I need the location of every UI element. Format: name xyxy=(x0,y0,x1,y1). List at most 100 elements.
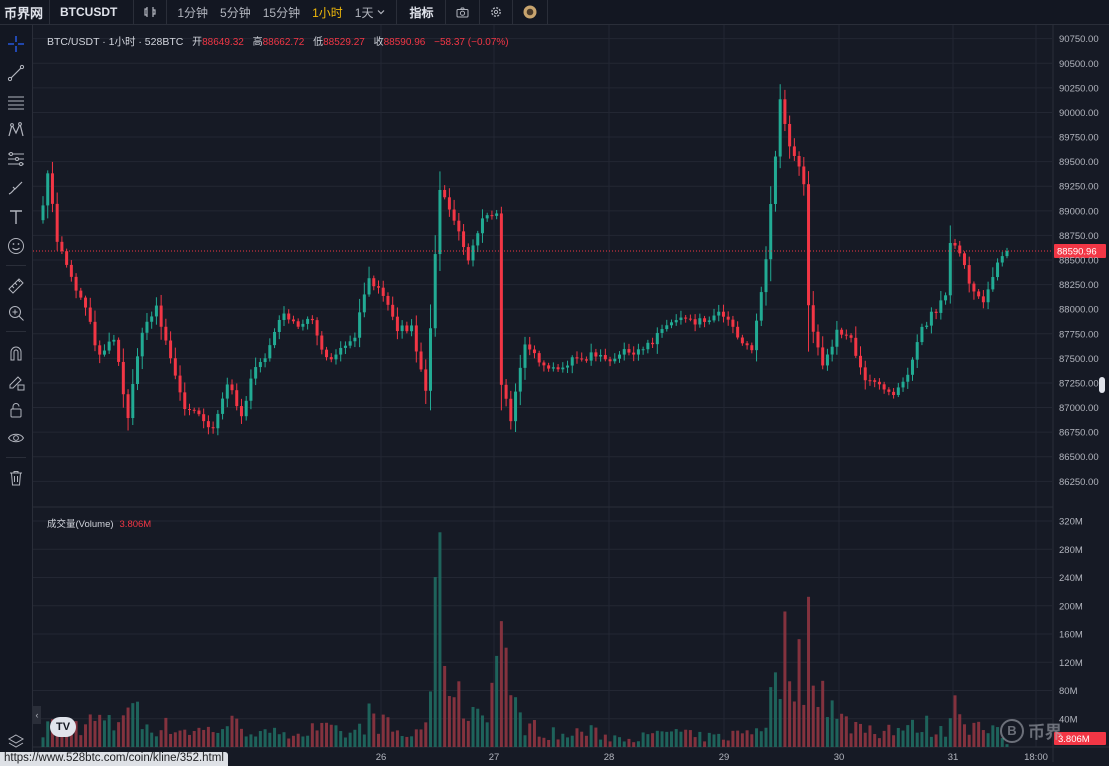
candle-body xyxy=(447,197,451,210)
volume-bar xyxy=(225,726,229,747)
tradingview-logo[interactable]: TV xyxy=(50,717,76,737)
ruler-icon[interactable] xyxy=(4,274,28,298)
candle-body xyxy=(504,384,508,399)
volume-bar xyxy=(79,735,83,747)
interval-1m[interactable]: 1分钟 xyxy=(177,5,209,20)
volume-bar xyxy=(580,731,584,747)
candle-body xyxy=(769,204,773,260)
lock-pencil-icon[interactable] xyxy=(4,370,28,394)
volume-bar xyxy=(962,724,966,747)
candle-body xyxy=(920,326,924,343)
status-url-tooltip: https://www.528btc.com/coin/kline/352.ht… xyxy=(0,752,228,766)
candle-body xyxy=(154,305,158,317)
volume-bar xyxy=(844,716,848,747)
zoom-in-icon[interactable] xyxy=(4,301,28,325)
volume-bar xyxy=(655,730,659,747)
volume-bar xyxy=(726,740,730,747)
candle-body xyxy=(244,400,248,417)
volume-bar xyxy=(164,717,168,747)
candle-body xyxy=(277,319,281,333)
price-axis-label: 88000.00 xyxy=(1059,305,1099,316)
candle-body xyxy=(707,320,711,322)
settings-gear-icon[interactable] xyxy=(480,0,512,24)
price-axis-label: 90250.00 xyxy=(1059,83,1099,94)
interval-15m[interactable]: 15分钟 xyxy=(262,5,301,20)
candle-body xyxy=(570,357,574,366)
volume-bar xyxy=(74,721,78,747)
interval-5m[interactable]: 5分钟 xyxy=(220,5,251,20)
candle-body xyxy=(353,337,357,342)
candle-body xyxy=(296,321,300,327)
candle-body xyxy=(55,203,59,242)
candle-body xyxy=(178,375,182,393)
horizontal-lines-icon[interactable] xyxy=(4,90,28,114)
candle-body xyxy=(254,367,258,379)
emoji-icon[interactable] xyxy=(4,234,28,258)
time-axis-label: 28 xyxy=(604,752,615,762)
time-axis-label: 26 xyxy=(376,752,387,762)
interval-1h[interactable]: 1小时 xyxy=(312,5,343,20)
price-axis-label: 88250.00 xyxy=(1059,280,1099,291)
collapse-toolbar-button[interactable]: ‹ xyxy=(33,706,41,724)
candle-body xyxy=(759,292,763,321)
volume-bar xyxy=(925,715,929,747)
candle-body xyxy=(60,241,64,252)
price-axis-label: 89250.00 xyxy=(1059,182,1099,193)
volume-bar xyxy=(528,723,532,747)
compare-icon[interactable] xyxy=(134,0,166,24)
candle-body xyxy=(405,325,409,332)
layers-icon[interactable] xyxy=(4,729,28,753)
volume-bar xyxy=(235,718,239,747)
volume-bar xyxy=(887,724,891,747)
candle-body xyxy=(792,146,796,156)
fib-icon[interactable] xyxy=(4,147,28,171)
candle-body xyxy=(50,173,54,204)
crosshair-icon[interactable] xyxy=(4,32,28,56)
volume-bar xyxy=(329,724,333,747)
volume-bar xyxy=(476,708,480,747)
indicators-button[interactable]: 指标 xyxy=(409,5,434,20)
magnet-icon[interactable] xyxy=(4,341,28,365)
avatar-icon[interactable] xyxy=(513,0,547,24)
text-icon[interactable] xyxy=(4,205,28,229)
volume-bar xyxy=(117,722,121,747)
candle-body xyxy=(79,290,83,298)
candle-body xyxy=(717,311,721,316)
volume-bar xyxy=(788,681,792,747)
chart-axes: 90750.00 90500.00 90250.00 90000.00 89750.00… xyxy=(376,34,1099,762)
volume-bar xyxy=(173,732,177,747)
trend-line-icon[interactable] xyxy=(4,61,28,85)
candle-body xyxy=(537,353,541,363)
high-label: 高 xyxy=(252,37,263,48)
candle-body xyxy=(840,329,844,335)
candle-body xyxy=(868,380,872,382)
candle-body xyxy=(547,365,551,369)
candle-body xyxy=(249,378,253,401)
volume-bar xyxy=(859,723,863,747)
volume-bar xyxy=(301,736,305,747)
candle-body xyxy=(731,319,735,327)
pattern-icon[interactable] xyxy=(4,118,28,142)
candle-body xyxy=(599,355,603,357)
volume-bar xyxy=(712,734,716,747)
brush-icon[interactable] xyxy=(4,176,28,200)
candle-body xyxy=(589,352,593,361)
volume-bar xyxy=(499,621,503,747)
interval-1d[interactable]: 1天 xyxy=(349,0,393,24)
high-value: 88662.72 xyxy=(262,37,305,48)
volume-bar xyxy=(424,722,428,747)
candle-body xyxy=(452,209,456,221)
camera-icon[interactable] xyxy=(446,0,479,24)
eye-icon[interactable] xyxy=(4,426,28,450)
lock-icon[interactable] xyxy=(4,398,28,422)
symbol-selector[interactable]: BTCUSDT xyxy=(60,5,118,19)
trash-icon[interactable] xyxy=(4,466,28,490)
volume-bar xyxy=(594,727,598,747)
volume-bar xyxy=(254,736,258,747)
volume-bar xyxy=(69,732,73,747)
volume-bar xyxy=(745,730,749,747)
volume-axis-label: 320M xyxy=(1059,517,1083,528)
candle-body xyxy=(887,389,891,392)
kline-chart[interactable]: 88590.963.806M 90750.0090500.0090250.009… xyxy=(33,25,1109,762)
site-logo[interactable]: 币界网 xyxy=(4,5,44,21)
